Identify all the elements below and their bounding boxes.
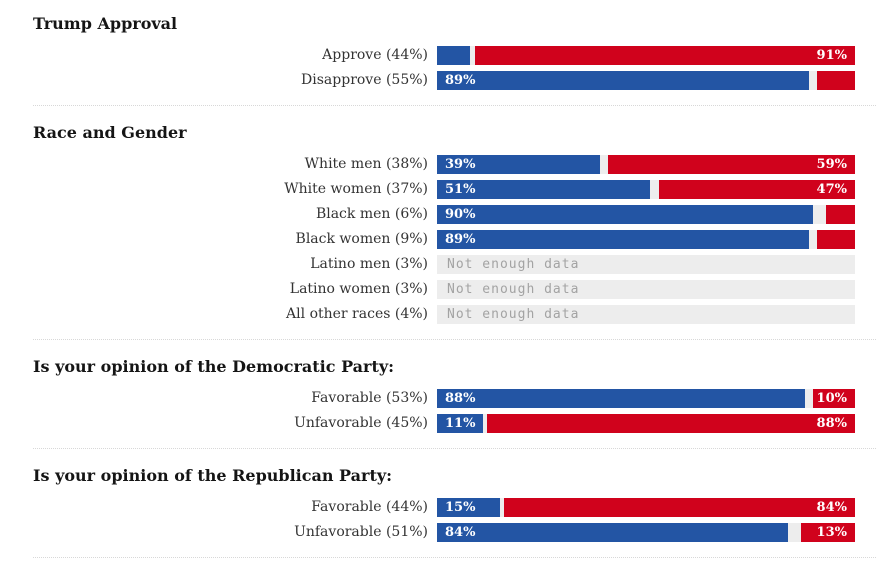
bar-track: 91%	[437, 46, 855, 65]
blue-value-label: 11%	[445, 416, 476, 431]
section-rows: Favorable (44%) 15% 84% Unfavorable (51%…	[33, 495, 855, 545]
chart-row: Unfavorable (45%) 11% 88%	[33, 411, 855, 436]
red-value-label: 91%	[816, 48, 847, 63]
blue-value-label: 15%	[445, 500, 476, 515]
bar-track: 84% 13%	[437, 523, 855, 542]
red-bar: 59%	[608, 155, 855, 174]
blue-bar: 51%	[437, 180, 651, 199]
blue-value-label: 89%	[445, 73, 476, 88]
section-title: Is your opinion of the Democratic Party:	[33, 357, 395, 376]
red-value-label: 84%	[816, 500, 847, 515]
section-divider	[33, 448, 876, 449]
blue-value-label: 84%	[445, 525, 476, 540]
bar-track: 89%	[437, 230, 855, 249]
bar-track: 90%	[437, 205, 855, 224]
chart-row: Approve (44%) 91%	[33, 43, 855, 68]
red-bar: 84%	[503, 498, 855, 517]
blue-value-label: 88%	[445, 391, 476, 406]
row-label: Favorable (53%)	[311, 390, 428, 406]
blue-value-label: 89%	[445, 232, 476, 247]
red-bar: 91%	[474, 46, 855, 65]
chart-row: All other races (4%) Not enough data	[33, 302, 855, 327]
chart-row: Favorable (53%) 88% 10%	[33, 386, 855, 411]
blue-bar: 84%	[437, 523, 789, 542]
section-divider	[33, 339, 876, 340]
row-label: White women (37%)	[284, 181, 428, 197]
section-divider	[33, 557, 876, 558]
section-title: Trump Approval	[33, 14, 178, 33]
red-value-label: 47%	[816, 182, 847, 197]
row-label: Favorable (44%)	[311, 499, 428, 515]
red-bar	[817, 71, 855, 90]
red-bar	[817, 230, 855, 249]
chart-row: Black men (6%) 90%	[33, 202, 855, 227]
chart-section: Is your opinion of the Democratic Party:…	[33, 357, 876, 449]
red-value-label: 59%	[816, 157, 847, 172]
red-value-label: 13%	[816, 525, 847, 540]
chart-section: Is your opinion of the Republican Party:…	[33, 466, 876, 558]
row-label: Unfavorable (51%)	[294, 524, 428, 540]
chart-row: Favorable (44%) 15% 84%	[33, 495, 855, 520]
blue-bar: 88%	[437, 389, 805, 408]
section-divider	[33, 105, 876, 106]
bar-track: 39% 59%	[437, 155, 855, 174]
bar-track: 15% 84%	[437, 498, 855, 517]
section-title: Is your opinion of the Republican Party:	[33, 466, 393, 485]
chart-row: Disapprove (55%) 89%	[33, 68, 855, 93]
red-bar	[825, 205, 855, 224]
blue-bar	[437, 46, 471, 65]
chart-row: White men (38%) 39% 59%	[33, 152, 855, 177]
blue-bar: 15%	[437, 498, 500, 517]
section-rows: Approve (44%) 91% Disapprove (55%) 89%	[33, 43, 855, 93]
row-label: Latino men (3%)	[310, 256, 428, 272]
blue-value-label: 51%	[445, 182, 476, 197]
red-bar: 88%	[487, 414, 855, 433]
red-bar: 13%	[800, 523, 855, 542]
no-data-text: Not enough data	[447, 257, 580, 272]
blue-bar: 90%	[437, 205, 814, 224]
blue-value-label: 90%	[445, 207, 476, 222]
bar-track: 89%	[437, 71, 855, 90]
chart-section: Race and Gender White men (38%) 39% 59% …	[33, 123, 876, 340]
row-label: All other races (4%)	[286, 306, 428, 322]
blue-value-label: 39%	[445, 157, 476, 172]
bar-track: Not enough data	[437, 255, 855, 274]
red-value-label: 10%	[816, 391, 847, 406]
row-label: Disapprove (55%)	[301, 72, 428, 88]
row-label: White men (38%)	[304, 156, 428, 172]
chart-row: White women (37%) 51% 47%	[33, 177, 855, 202]
section-rows: White men (38%) 39% 59% White women (37%…	[33, 152, 855, 327]
chart-row: Black women (9%) 89%	[33, 227, 855, 252]
bar-track: 51% 47%	[437, 180, 855, 199]
bar-track: Not enough data	[437, 280, 855, 299]
row-label: Unfavorable (45%)	[294, 415, 428, 431]
red-bar: 10%	[813, 389, 855, 408]
row-label: Black women (9%)	[295, 231, 428, 247]
section-rows: Favorable (53%) 88% 10% Unfavorable (45%…	[33, 386, 855, 436]
blue-bar: 89%	[437, 71, 810, 90]
blue-bar: 39%	[437, 155, 601, 174]
chart-section: Trump Approval Approve (44%) 91% Disappr…	[33, 14, 876, 106]
red-value-label: 88%	[816, 416, 847, 431]
bar-track: 88% 10%	[437, 389, 855, 408]
section-title: Race and Gender	[33, 123, 187, 142]
chart-row: Latino men (3%) Not enough data	[33, 252, 855, 277]
bar-track: Not enough data	[437, 305, 855, 324]
no-data-text: Not enough data	[447, 282, 580, 297]
blue-bar: 11%	[437, 414, 483, 433]
row-label: Approve (44%)	[322, 47, 428, 63]
blue-bar: 89%	[437, 230, 810, 249]
no-data-text: Not enough data	[447, 307, 580, 322]
bar-track: 11% 88%	[437, 414, 855, 433]
red-bar: 47%	[658, 180, 855, 199]
chart-row: Unfavorable (51%) 84% 13%	[33, 520, 855, 545]
chart-row: Latino women (3%) Not enough data	[33, 277, 855, 302]
row-label: Latino women (3%)	[289, 281, 428, 297]
row-label: Black men (6%)	[315, 206, 428, 222]
